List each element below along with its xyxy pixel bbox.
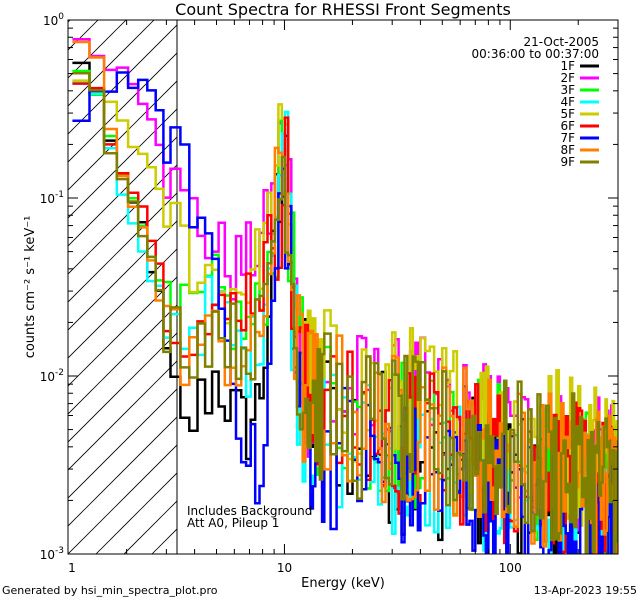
series-line-9f <box>72 71 618 554</box>
chart-title: Count Spectra for RHESSI Front Segments <box>175 0 511 19</box>
footer-generated-by: Generated by hsi_min_spectra_plot.pro <box>2 584 218 597</box>
hatch-line <box>68 24 177 135</box>
y-tick-exponent: 0 <box>58 12 64 22</box>
hatch-line <box>68 108 177 219</box>
series-group <box>72 38 618 554</box>
y-tick-exponent: -3 <box>55 546 64 556</box>
x-axis-label: Energy (keV) <box>301 576 385 591</box>
legend-label-8f: 8F <box>560 143 575 157</box>
x-tick-label: 1 <box>68 561 76 575</box>
y-tick-label: 10-1 <box>40 190 64 206</box>
hatch-line <box>68 80 177 191</box>
hatch-line <box>68 20 99 51</box>
series-line-7f <box>72 71 618 554</box>
y-tick-label: 10-3 <box>40 546 64 562</box>
y-tick-exponent: -1 <box>55 190 64 200</box>
legend-label-4f: 4F <box>560 95 575 109</box>
footer-timestamp: 13-Apr-2023 19:55 <box>534 584 637 597</box>
annotation-attenuator: Att A0, Pileup 1 <box>187 516 279 530</box>
legend-label-7f: 7F <box>560 131 575 145</box>
x-tick-label: 10 <box>277 561 292 575</box>
annotation-background: Includes Background <box>187 504 312 518</box>
hatch-line <box>68 248 177 359</box>
x-tick-label: 100 <box>499 561 522 575</box>
y-tick-label: 100 <box>43 12 64 28</box>
legend-label-6f: 6F <box>560 119 575 133</box>
legend-time-range: 00:36:00 to 00:37:00 <box>472 47 599 61</box>
legend-label-1f: 1F <box>560 59 575 73</box>
hatch-line <box>68 388 177 499</box>
hatch-line <box>68 164 177 275</box>
hatch-line <box>68 416 177 527</box>
legend-label-2f: 2F <box>560 71 575 85</box>
legend-label-9f: 9F <box>560 155 575 169</box>
y-tick-exponent: -2 <box>55 368 64 378</box>
hatch-line <box>68 220 177 331</box>
hatch-line <box>68 444 177 554</box>
y-tick-label: 10-2 <box>40 368 64 384</box>
legend-date: 21-Oct-2005 <box>523 35 599 49</box>
hatched-region <box>68 0 640 554</box>
legend-label-3f: 3F <box>560 83 575 97</box>
legend-label-5f: 5F <box>560 107 575 121</box>
y-axis-label: counts cm⁻² s⁻¹ keV⁻¹ <box>23 216 38 359</box>
hatch-line <box>68 360 177 471</box>
hatch-line <box>68 20 155 107</box>
plot-frame <box>67 19 619 555</box>
hatch-line <box>68 192 177 303</box>
hatch-line <box>628 0 640 554</box>
hatch-line <box>68 52 177 163</box>
